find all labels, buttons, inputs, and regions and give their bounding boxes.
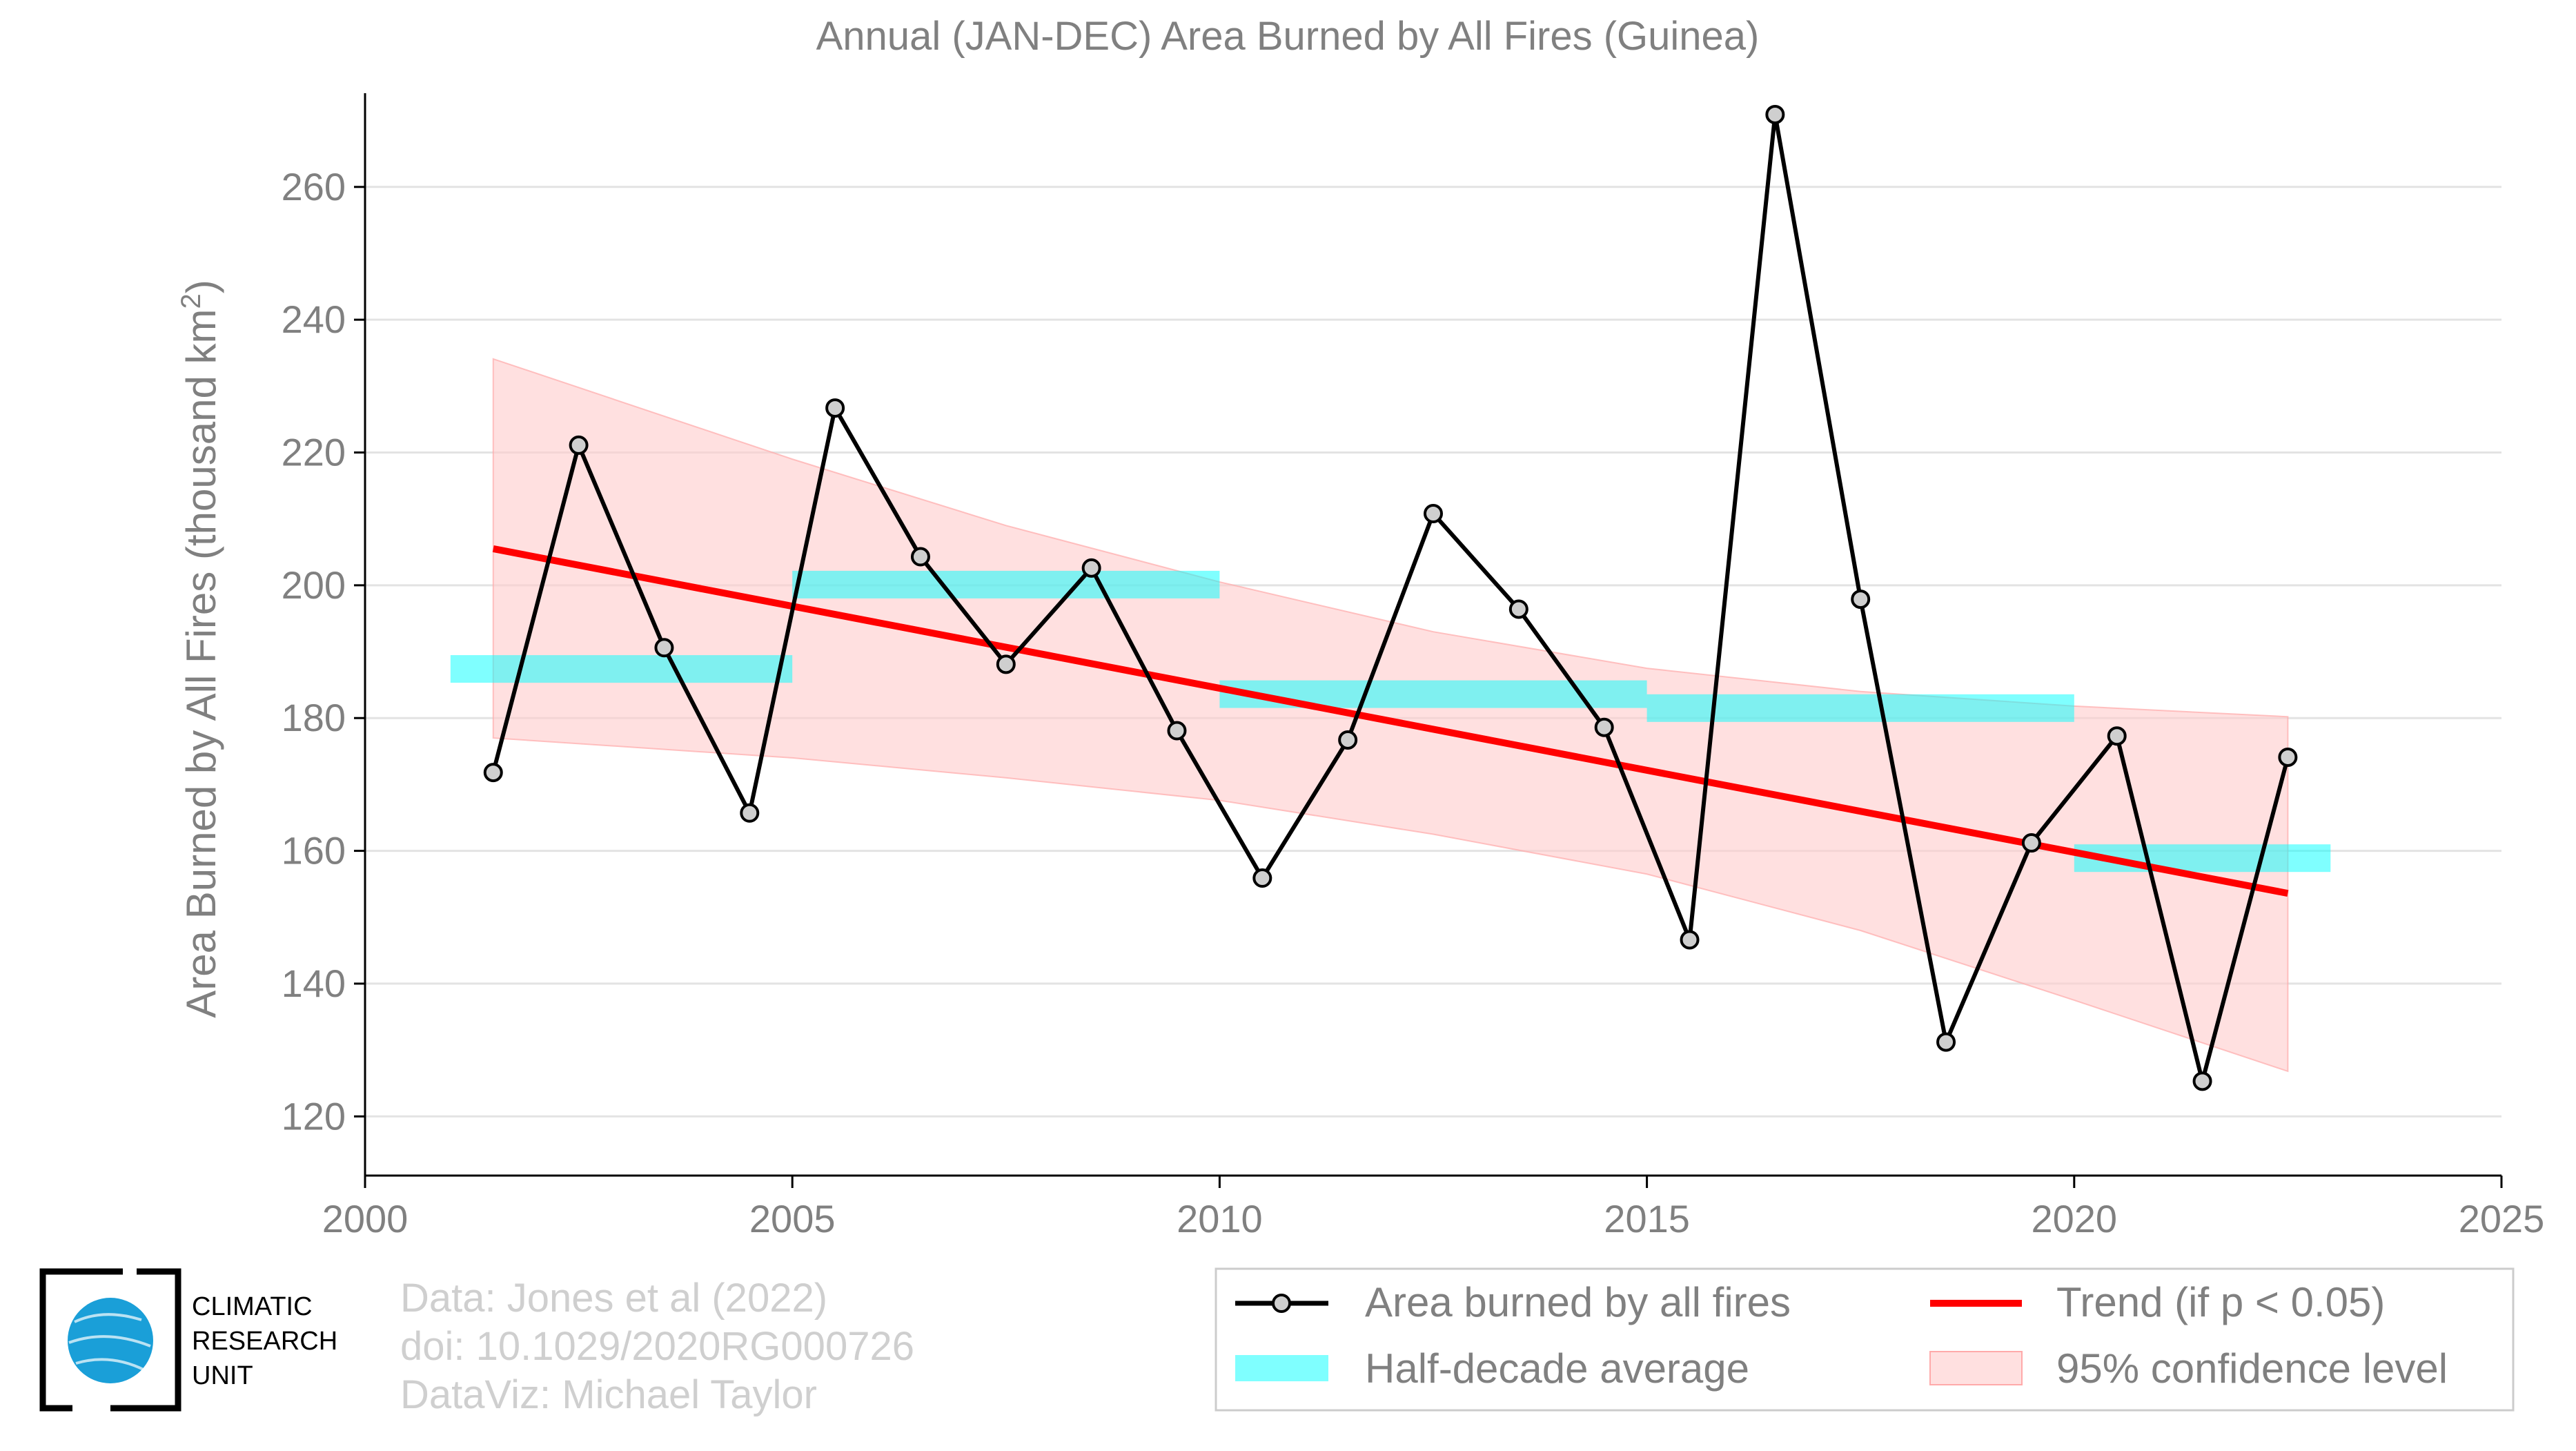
- y-tick-label-160: 160: [282, 829, 346, 873]
- y-tick-label-240: 240: [282, 298, 346, 341]
- data-point-2006: [910, 547, 930, 567]
- data-point-2015: [1680, 930, 1700, 950]
- half-decade-bar-3: [1646, 694, 2074, 722]
- half-decade-bar-0: [450, 655, 793, 683]
- globe-swirl-icon: [68, 1313, 151, 1372]
- y-axis-label: Area Burned by All Fires (thousand km2): [176, 280, 224, 1017]
- x-tick-label-2015: 2015: [1604, 1197, 1690, 1240]
- legend-marker-swatch: [1272, 1294, 1291, 1313]
- data-point-2005: [825, 398, 845, 418]
- y-tick-label-200: 200: [282, 563, 346, 607]
- x-tick-label-2010: 2010: [1177, 1197, 1263, 1240]
- legend-label-confidence: 95% confidence level: [2056, 1345, 2448, 1392]
- data-point-2008: [1081, 558, 1101, 578]
- y-axis-label-end: ): [178, 280, 224, 293]
- cru-logo: CLIMATIC RESEARCH UNIT: [39, 1268, 337, 1412]
- x-tick-label-2000: 2000: [322, 1197, 409, 1240]
- confidence-band-layer: [492, 358, 2289, 1073]
- half-decade-layer: [450, 570, 2331, 873]
- data-point-2004: [740, 803, 760, 823]
- chart-title: Annual (JAN-DEC) Area Burned by All Fire…: [816, 14, 1760, 59]
- logo-bracket-right: [110, 1268, 181, 1412]
- y-tick-label-220: 220: [282, 431, 346, 474]
- data-point-2020: [2107, 726, 2127, 746]
- globe-icon: [68, 1298, 153, 1383]
- data-point-2012: [1424, 503, 1443, 523]
- y-tick-label-120: 120: [282, 1094, 346, 1138]
- legend-label-trend: Trend (if p < 0.05): [2056, 1279, 2385, 1325]
- data-point-2010: [1252, 868, 1272, 888]
- confidence-band: [492, 358, 2289, 1073]
- x-tick-label-2005: 2005: [749, 1197, 836, 1240]
- credit-dataviz: DataViz: Michael Taylor: [400, 1372, 817, 1417]
- legend-label-halfdecade: Half-decade average: [1365, 1345, 1749, 1392]
- data-point-2009: [1167, 721, 1187, 741]
- y-tick-label-180: 180: [282, 696, 346, 739]
- data-point-2013: [1508, 599, 1528, 619]
- y-tick-label-140: 140: [282, 962, 346, 1005]
- data-point-2002: [569, 435, 589, 455]
- data-point-2003: [654, 638, 674, 658]
- legend-label-area: Area burned by all fires: [1365, 1279, 1791, 1325]
- legend-halfdecade-swatch: [1235, 1355, 1328, 1381]
- series-layer: [483, 104, 2298, 1091]
- logo-bracket-left: [39, 1268, 123, 1412]
- data-point-2019: [2021, 833, 2041, 853]
- logo-text-research: RESEARCH: [192, 1327, 337, 1356]
- data-point-2017: [1851, 590, 1871, 610]
- data-point-2007: [996, 654, 1016, 674]
- legend-confidence-swatch: [1929, 1351, 2023, 1385]
- data-point-2021: [2192, 1071, 2212, 1091]
- y-tick-label-260: 260: [282, 165, 346, 208]
- legend: Area burned by all fires Trend (if p < 0…: [1215, 1267, 2515, 1412]
- legend-box: [1215, 1267, 2515, 1412]
- data-point-2022: [2278, 747, 2298, 767]
- credit-doi: doi: 10.1029/2020RG000726: [400, 1324, 914, 1369]
- x-tick-label-2020: 2020: [2032, 1197, 2118, 1240]
- half-decade-bar-1: [792, 570, 1220, 598]
- y-axis-label-sup: 2: [176, 293, 206, 309]
- data-point-2016: [1765, 104, 1785, 124]
- credit-data-source: Data: Jones et al (2022): [400, 1276, 827, 1321]
- y-axis-label-main: Area Burned by All Fires (thousand km: [178, 309, 224, 1018]
- axes: 120 140 160 180 200 220 240 260 2000 2005 2010 2015…: [282, 93, 2545, 1240]
- x-tick-label-2025: 2025: [2459, 1197, 2545, 1240]
- data-point-2018: [1936, 1032, 1956, 1052]
- data-point-2001: [483, 763, 503, 783]
- data-point-2014: [1594, 717, 1614, 737]
- series-line: [491, 112, 2290, 1084]
- data-point-2011: [1338, 730, 1358, 750]
- logo-text-climatic: CLIMATIC: [192, 1292, 313, 1321]
- logo-text-unit: UNIT: [192, 1361, 253, 1390]
